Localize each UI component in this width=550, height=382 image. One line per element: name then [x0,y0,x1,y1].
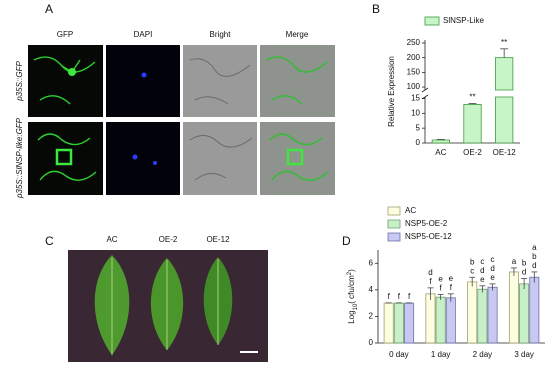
bar [445,297,456,344]
significance-letter: b [470,257,475,266]
significance-letter: e [490,273,495,282]
significance-letter: a [512,257,517,266]
y-tick-label: 15 [411,94,420,103]
y-tick-label: 0 [369,338,374,347]
x-tick-label: AC [435,148,446,157]
row-label: p35S::SlNSP-like:GFP [15,117,24,199]
x-tick-label: OE-12 [493,148,517,157]
significance-letter: f [408,292,411,301]
significance-letter: c [470,266,474,275]
bar [431,139,450,144]
panel-label: A [45,2,53,16]
significance: ** [469,93,475,102]
y-tick-label: 200 [407,53,421,62]
bar [487,286,498,344]
bar [404,302,415,344]
legend-label: NSP5-OE-12 [405,232,452,241]
y-axis-label: Relative Expression [387,56,396,127]
micrographs [28,45,335,195]
y-tick-label: 10 [411,108,420,117]
significance-letter: b [522,259,527,268]
significance-letter: b [532,252,537,261]
legend-label: AC [405,206,416,215]
row-label: p35S::GFP [15,61,24,102]
y-tick-label: 5 [416,123,421,132]
significance-letter: c [480,257,484,266]
x-tick-label: 0 day [389,350,409,359]
significance-letter: d [480,266,484,275]
legend-swatch [387,206,401,216]
significance-letter: f [398,292,401,301]
leaf-label: AC [106,235,117,244]
y-axis-label-part: 10 [353,303,359,310]
significance-letter: f [450,283,453,292]
panel-label: B [372,2,380,16]
axis-break [421,87,429,93]
significance: ** [501,38,507,47]
bar [425,293,436,344]
significance-letter: c [491,255,495,264]
legend-swatch [387,219,401,229]
significance-letter: d [490,264,494,273]
x-tick-label: 3 day [514,350,534,359]
legend-label: NSP5-OE-2 [405,219,448,228]
significance-letter: f [440,284,443,293]
y-axis-label: Log10( cfu/cm2) [347,269,359,324]
bar [463,104,482,144]
panel-label: D [342,234,351,248]
bar [495,57,514,91]
bar-lower [495,96,514,144]
significance-letter: a [532,243,537,252]
column-label: Merge [286,30,309,39]
y-tick-label: 4 [369,285,374,294]
bar [529,276,540,344]
bar [467,281,478,344]
y-tick-label: 6 [369,258,374,267]
bar [519,283,530,344]
bar [477,288,488,344]
y-axis-label-part: ) [347,269,356,272]
y-axis-label-part: 2 [347,271,353,275]
y-tick-label: 100 [407,82,421,91]
y-axis-label-part: Log [347,310,356,323]
significance-letter: f [429,277,432,286]
significance-letter: e [438,275,443,284]
leaf-label: OE-12 [206,235,230,244]
bar [383,302,394,344]
column-label: GFP [57,30,73,39]
x-tick-label: OE-2 [463,148,482,157]
y-tick-label: 150 [407,67,421,76]
column-label: Bright [210,30,232,39]
significance-letter: d [532,261,536,270]
y-tick-label: 250 [407,38,421,47]
legend-swatch [387,232,401,242]
significance-letter: f [388,292,391,301]
bar [393,302,404,344]
column-label: DAPI [134,30,153,39]
significance-letter: d [522,268,526,277]
legend-swatch [424,16,440,26]
bar [435,296,446,344]
leaf-photo [68,250,268,362]
significance-letter: d [428,268,432,277]
x-tick-label: 1 day [431,350,451,359]
significance-letter: e [449,274,454,283]
y-tick-label: 2 [369,312,374,321]
legend-label: SlNSP-Like [443,16,484,25]
significance-letter: e [480,275,485,284]
panel-label: C [45,234,54,248]
bar [508,271,519,344]
y-axis-label-part: ( cfu/cm [347,275,356,304]
leaf-label: OE-2 [159,235,178,244]
y-tick-label: 0 [416,138,421,147]
x-tick-label: 2 day [473,350,493,359]
